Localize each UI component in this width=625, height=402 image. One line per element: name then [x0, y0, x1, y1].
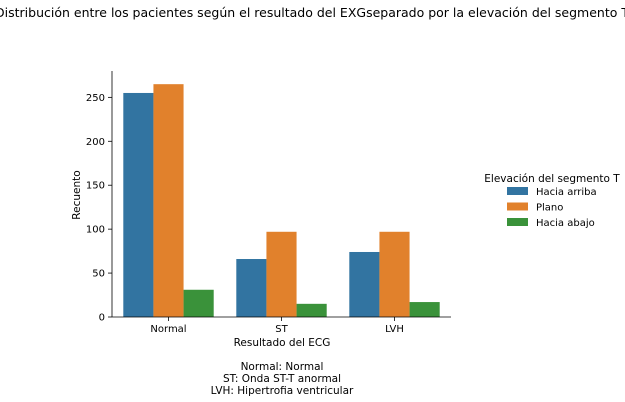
bar: [409, 302, 440, 317]
legend-swatch: [507, 218, 528, 226]
x-tick-label: LVH: [385, 324, 404, 335]
y-axis-label: Recuento: [71, 170, 83, 219]
y-tick-label: 150: [86, 181, 105, 192]
caption-line: ST: Onda ST-T anormal: [223, 373, 341, 385]
bar: [266, 231, 297, 317]
bar: [296, 303, 327, 317]
x-tick-label: ST: [275, 324, 288, 335]
chart-title: Distribución entre los pacientes según e…: [0, 5, 625, 20]
bar: [379, 231, 410, 317]
y-tick-label: 0: [99, 313, 105, 324]
y-tick-label: 100: [86, 225, 105, 236]
caption-line: Normal: Normal: [241, 361, 324, 373]
bar: [153, 84, 184, 317]
bar: [183, 289, 214, 317]
caption: Normal: Normal ST: Onda ST-T anormal LVH…: [211, 361, 354, 397]
bar: [123, 92, 154, 317]
legend-swatch: [507, 202, 528, 211]
legend: Elevación del segmento T Hacia arriba Pla…: [484, 173, 620, 229]
legend-swatch: [507, 187, 528, 195]
caption-line: LVH: Hipertrofia ventricular: [211, 385, 354, 397]
x-tick-label: Normal: [150, 324, 186, 335]
y-tick-label: 200: [86, 137, 105, 148]
y-tick-label: 50: [92, 269, 105, 280]
legend-title: Elevación del segmento T: [484, 173, 620, 185]
bar: [236, 259, 267, 317]
legend-label: Hacia abajo: [536, 218, 595, 229]
bar: [349, 251, 380, 317]
legend-label: Hacia arriba: [536, 187, 597, 198]
y-tick-label: 250: [86, 93, 105, 104]
legend-label: Plano: [536, 203, 563, 214]
plot-area: 0 50 100 150 200 250 Normal ST LVH: [86, 71, 451, 335]
x-axis-label: Resultado del ECG: [234, 337, 331, 349]
